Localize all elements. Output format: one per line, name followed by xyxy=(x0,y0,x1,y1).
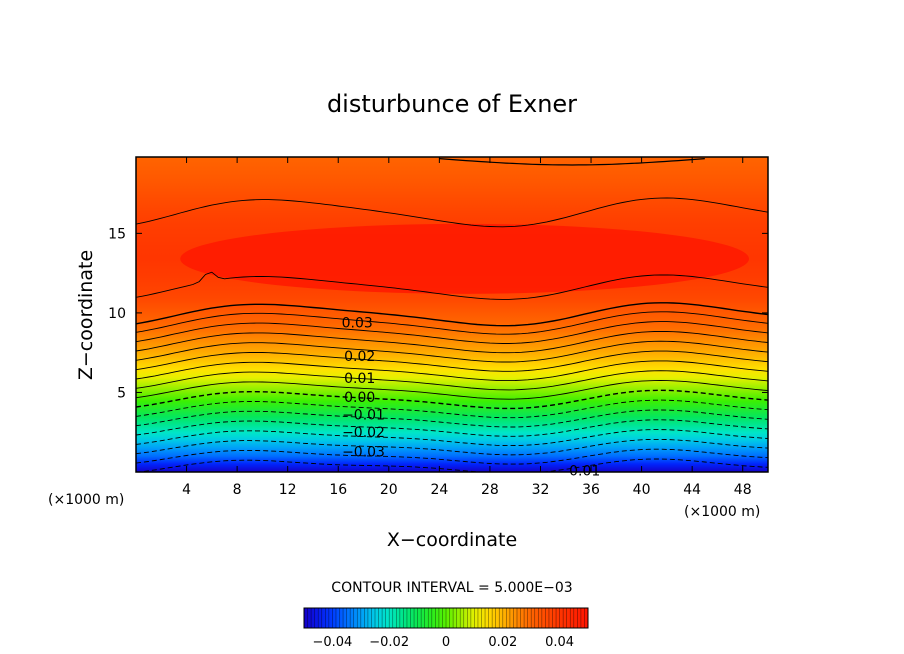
chart-title: disturbunce of Exner xyxy=(327,90,577,118)
contour-line xyxy=(136,311,768,335)
y-tick-label: 15 xyxy=(108,226,126,242)
x-tick-label: 36 xyxy=(582,482,600,498)
contour-label: 0.00 xyxy=(344,390,375,406)
y-axis-unit: (×1000 m) xyxy=(48,492,124,508)
contour-line xyxy=(136,458,768,472)
x-tick-label: 16 xyxy=(329,482,347,498)
contour-labels: 0.030.020.010.00−0.01−0.02−0.030.01 xyxy=(342,315,601,479)
contour-line xyxy=(136,350,768,372)
contour-line xyxy=(136,380,768,400)
colorbar-frame xyxy=(303,607,589,629)
plot-frame xyxy=(135,156,769,473)
x-tick-label: 44 xyxy=(683,482,701,498)
contour-line xyxy=(136,389,768,410)
x-tick-label: 48 xyxy=(734,482,752,498)
contour-label: −0.02 xyxy=(342,425,385,441)
contour-line xyxy=(136,360,768,382)
upper-maximum-region xyxy=(180,223,750,294)
colorbar-tick-labels: −0.04 −0.02 0 0.02 0.04 xyxy=(312,635,574,650)
contour-line xyxy=(439,158,705,166)
x-tick-label: 28 xyxy=(481,482,499,498)
contour-line xyxy=(136,370,768,391)
plot-area: 0.030.020.010.00−0.01−0.02−0.030.01 4 8 12… xyxy=(108,156,769,498)
contour-label: −0.03 xyxy=(342,444,385,460)
x-tick-label: 8 xyxy=(233,482,242,498)
colorbar-tick-label: 0 xyxy=(442,635,450,650)
contour-line xyxy=(136,448,768,465)
contour-line xyxy=(136,271,768,300)
x-axis-ticks: 4 8 12 16 20 24 28 32 36 40 44 48 xyxy=(182,157,752,498)
contour-label: 0.01 xyxy=(344,371,375,387)
x-tick-label: 4 xyxy=(182,482,191,498)
contour-line xyxy=(136,399,768,419)
y-tick-label: 10 xyxy=(108,306,126,322)
x-tick-label: 24 xyxy=(430,482,448,498)
y-tick-label: 5 xyxy=(117,385,126,401)
core-maximum-ellipse xyxy=(180,223,750,294)
colorbar-tick-label: −0.02 xyxy=(369,635,409,650)
x-axis-title: X−coordinate xyxy=(387,529,517,551)
contour-label: 0.03 xyxy=(342,315,373,331)
y-axis-ticks: 5 10 15 xyxy=(108,226,768,401)
contour-line xyxy=(136,429,768,447)
contour-lines xyxy=(136,158,768,472)
contour-line xyxy=(136,409,768,428)
colorbar-tick-label: 0.04 xyxy=(545,635,574,650)
contour-line xyxy=(136,340,768,363)
contour-line xyxy=(136,438,768,456)
contour-line xyxy=(136,321,768,344)
x-axis-unit: (×1000 m) xyxy=(684,504,760,520)
contour-label: 0.02 xyxy=(344,349,375,365)
x-tick-label: 40 xyxy=(633,482,651,498)
x-tick-label: 20 xyxy=(380,482,398,498)
contour-label: −0.01 xyxy=(342,408,385,424)
contour-line xyxy=(136,419,768,437)
colorbar-tick-label: 0.02 xyxy=(488,635,517,650)
y-axis-title: Z−coordinate xyxy=(75,250,97,380)
x-tick-label: 32 xyxy=(532,482,550,498)
contour-line xyxy=(136,330,768,354)
colorbar-tick-label: −0.04 xyxy=(312,635,352,650)
x-tick-label: 12 xyxy=(279,482,297,498)
colorbar-segments xyxy=(307,608,585,628)
contour-line xyxy=(136,197,768,228)
contour-interval-note: CONTOUR INTERVAL = 5.000E−03 xyxy=(331,580,572,596)
colorbar: −0.04 −0.02 0 0.02 0.04 xyxy=(303,607,589,650)
contour-line xyxy=(136,302,768,327)
